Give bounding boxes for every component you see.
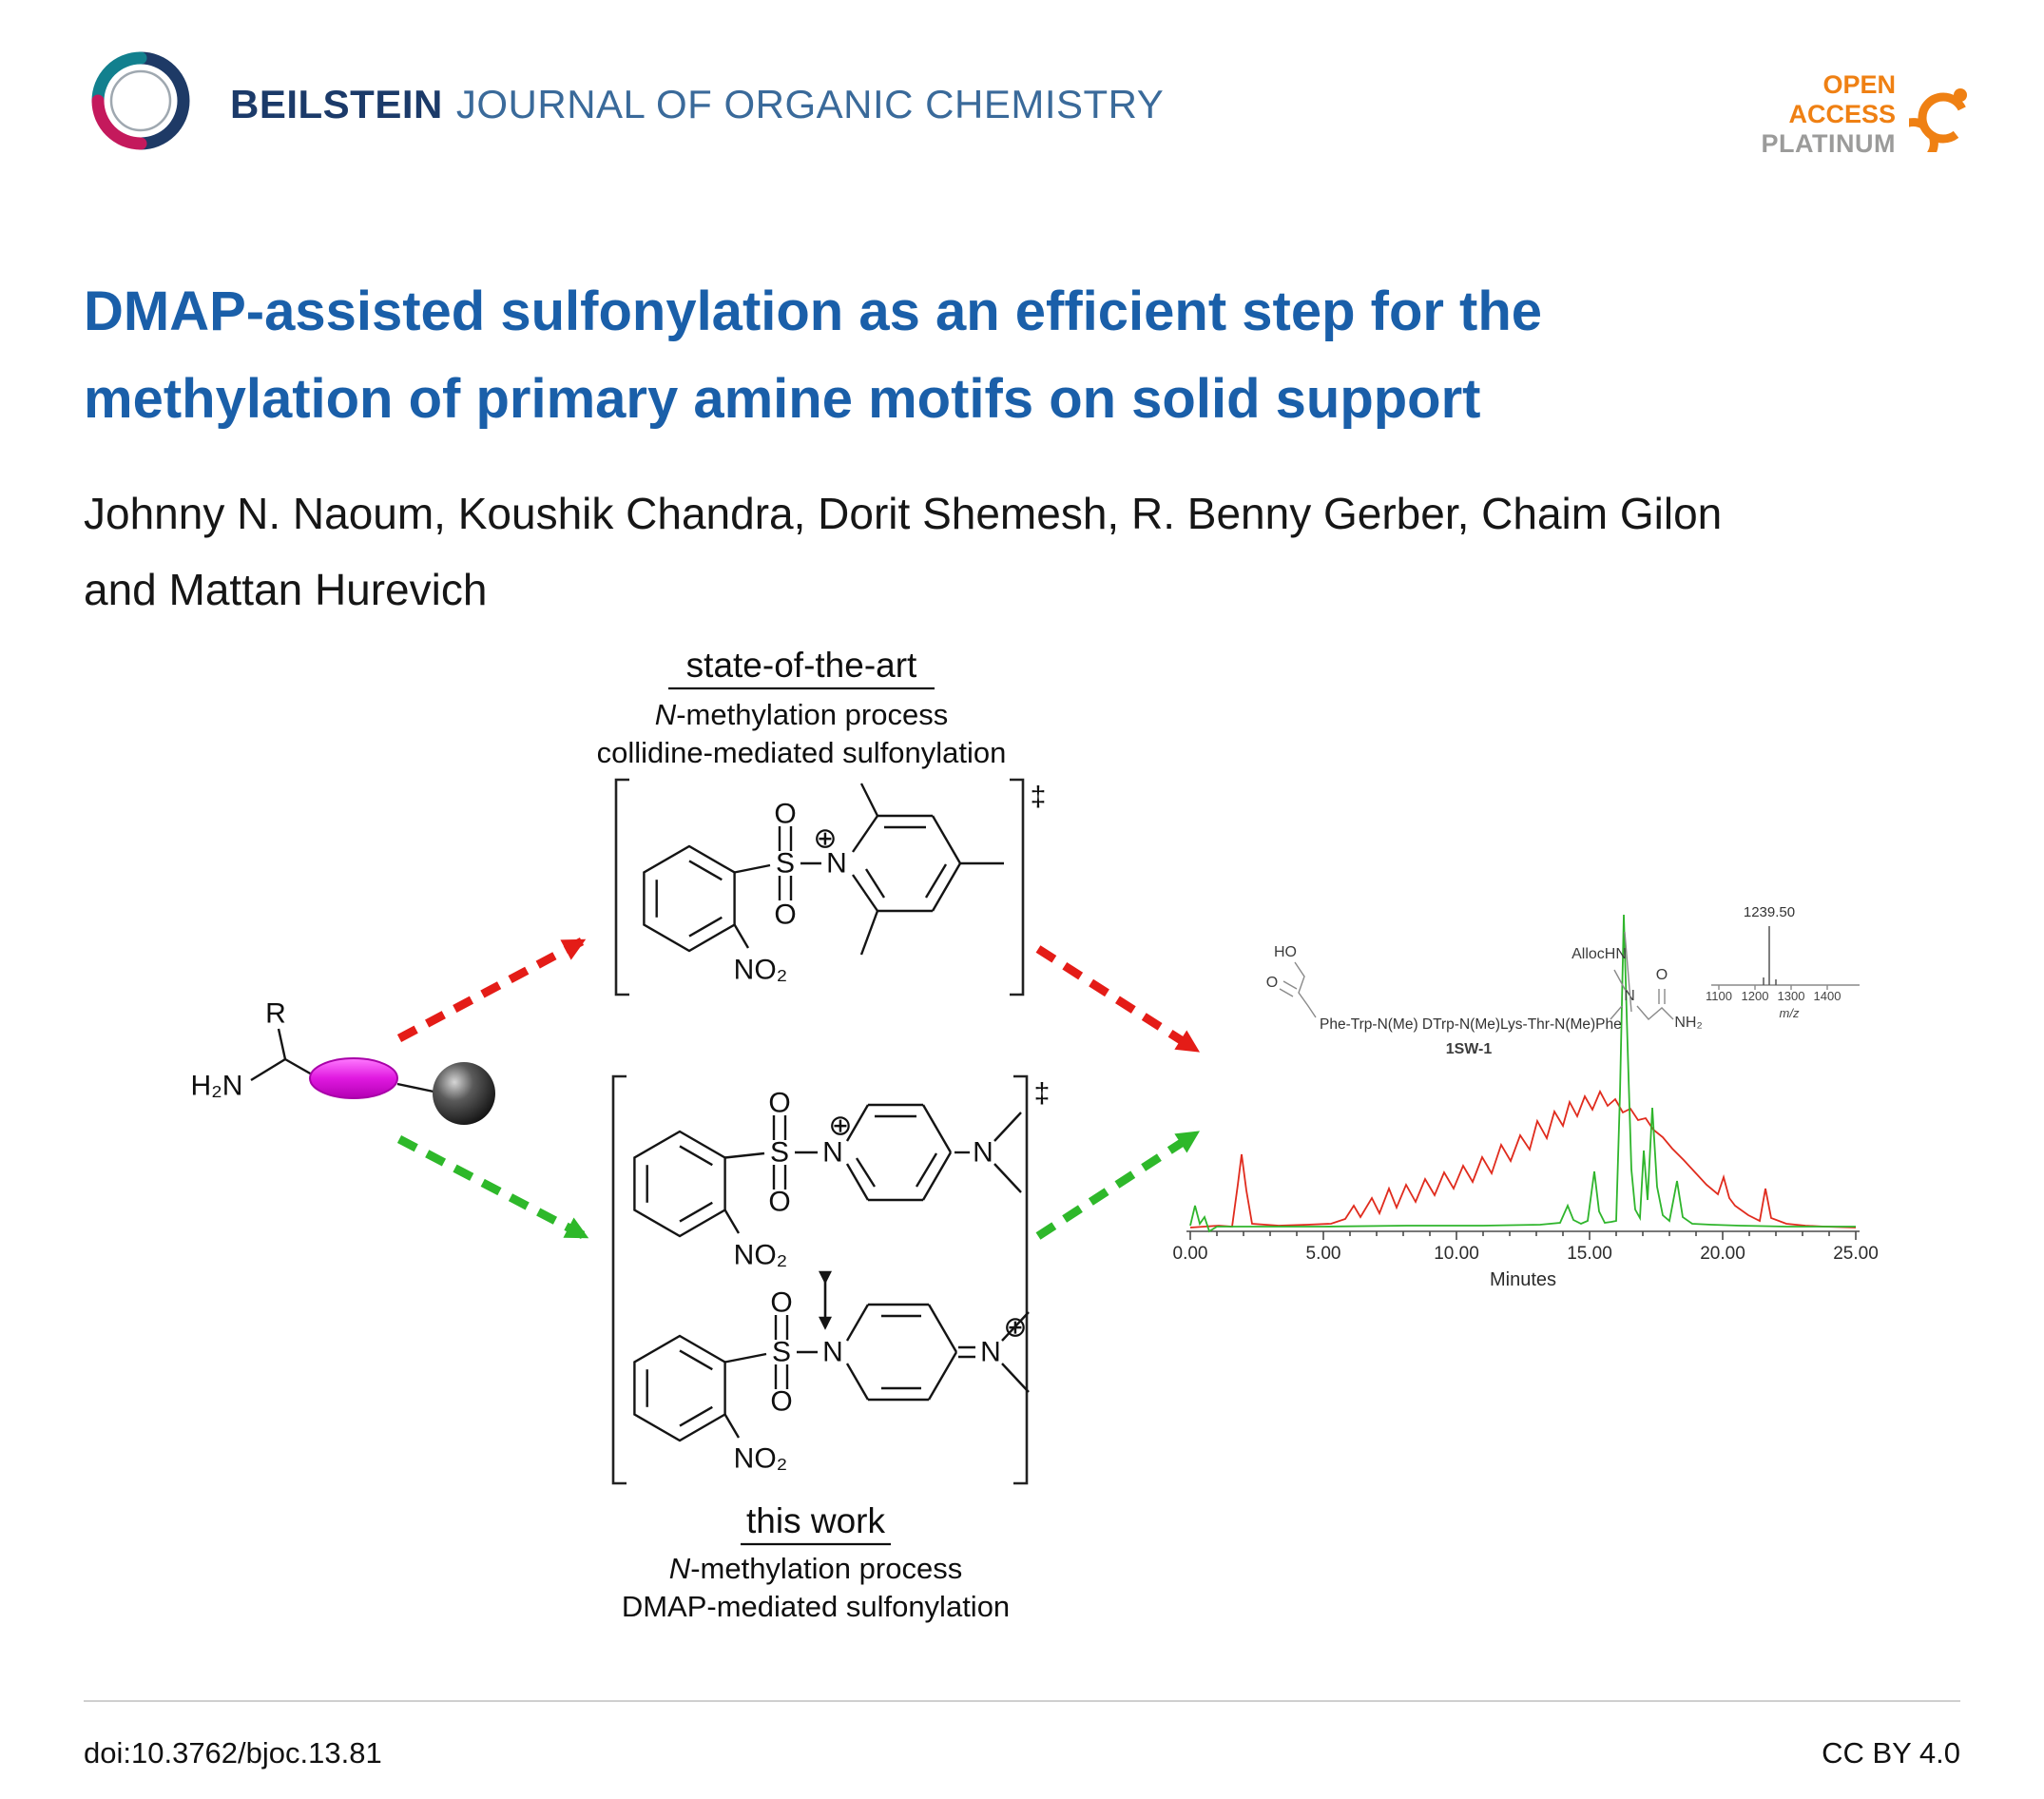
author-list-line2: and Mattan Hurevich (84, 565, 488, 614)
peptide-o-label-1: O (1266, 975, 1278, 991)
this-work-heading-block: this work N-methylation process DMAP-med… (622, 1501, 1010, 1623)
s-atom-b: S (770, 1137, 789, 1169)
o-atom-a2: O (774, 900, 796, 931)
journal-masthead: BEILSTEIN JOURNAL OF ORGANIC CHEMISTRY (230, 82, 1164, 127)
ms-tick-0: 1100 (1706, 989, 1732, 1003)
route-arrows (396, 938, 1201, 1240)
x-tick-2: 10.00 (1434, 1244, 1479, 1264)
x-axis-label: Minutes (1490, 1269, 1556, 1290)
o-atom-b2: O (768, 1187, 790, 1218)
allochn-label: AllocHN (1572, 946, 1627, 962)
green-trace (1189, 914, 1856, 1233)
peptide-structure: HO O Phe-Trp-N(Me) DTrp-N(Me)Lys-Thr-N(M… (1266, 931, 1703, 1057)
no2-c: NO₂ (734, 1443, 788, 1475)
sota-process-label: N-methylation process (655, 698, 948, 731)
article-title-line2: methylation of primary amine motifs on s… (84, 368, 1481, 430)
resin-sphere (433, 1062, 495, 1125)
ms-tick-1: 1200 (1742, 989, 1769, 1003)
open-access-open-label: OPEN (1822, 70, 1896, 99)
ho-label: HO (1274, 944, 1297, 960)
ms-inset: 1239.50 1100 1200 1300 1400 m/z (1706, 904, 1860, 1020)
r-group-label: R (265, 998, 286, 1030)
o-atom-c2: O (770, 1386, 792, 1418)
peptide-o-label-2: O (1656, 967, 1668, 983)
x-tick-1: 5.00 (1306, 1244, 1341, 1264)
s-atom-a: S (776, 848, 795, 880)
n-atom-c: N (822, 1337, 843, 1368)
open-access-badge: OPEN ACCESS PLATINUM (1762, 70, 1977, 159)
arrow-dmap-route-right (1035, 1130, 1201, 1240)
no2-b: NO₂ (734, 1240, 788, 1271)
arrow-dmap-route-left (396, 1135, 589, 1240)
n-atom-a: N (826, 848, 847, 880)
ddagger-b: ‡ (1034, 1078, 1051, 1110)
doi-label: doi:10.3762/bjoc.13.81 (84, 1736, 382, 1770)
x-tick-0: 0.00 (1173, 1244, 1208, 1264)
structure-collidinium: ‡ S O O N ⊕ (614, 778, 1047, 996)
author-list: Johnny N. Naoum, Koushik Chandra, Dorit … (84, 475, 1966, 628)
arrow-collidine-route-right (1035, 945, 1201, 1054)
o-atom-c1: O (770, 1287, 792, 1319)
hplc-chromatogram: 0.00 5.00 10.00 15.00 20.00 25.00 Minute… (1173, 914, 1879, 1290)
plus-a: ⊕ (813, 823, 837, 855)
n-atom-b: N (822, 1137, 843, 1169)
linker-bead (309, 1057, 398, 1099)
state-of-the-art-heading-block: state-of-the-art N-methylation process c… (597, 646, 1007, 769)
open-access-labels: OPEN ACCESS PLATINUM (1762, 70, 1896, 159)
open-access-platinum-label: PLATINUM (1761, 129, 1896, 158)
ms-peak-label: 1239.50 (1744, 904, 1795, 920)
open-access-access-label: ACCESS (1788, 100, 1896, 128)
open-access-lock-icon (1909, 87, 1969, 152)
author-list-line1: Johnny N. Naoum, Koushik Chandra, Dorit … (84, 489, 1723, 538)
article-title-line1: DMAP-assisted sulfonylation as an effici… (84, 280, 1543, 342)
compound-name: 1SW-1 (1446, 1041, 1493, 1057)
n-iminium-c: N (980, 1337, 1001, 1368)
o-atom-a1: O (774, 799, 796, 830)
nh2-label: NH₂ (1674, 1015, 1702, 1031)
sota-method-label: collidine-mediated sulfonylation (597, 736, 1007, 769)
arrow-collidine-route-left (396, 938, 587, 1042)
x-tick-3: 15.00 (1567, 1244, 1612, 1264)
o-atom-b1: O (768, 1088, 790, 1119)
peak-pointer-line (1624, 931, 1632, 1013)
s-atom-c: S (772, 1337, 791, 1368)
license-label: CC BY 4.0 (1822, 1736, 1960, 1770)
footer-divider (84, 1700, 1960, 1702)
state-of-the-art-heading: state-of-the-art (686, 646, 917, 685)
amine-label: H₂N (191, 1071, 243, 1102)
tw-method-label: DMAP-mediated sulfonylation (622, 1590, 1010, 1623)
n-dimethylamino-b: N (973, 1137, 993, 1169)
red-trace (1189, 1089, 1857, 1228)
ddagger-a: ‡ (1031, 782, 1047, 813)
tw-process-label: N-methylation process (669, 1552, 962, 1585)
this-work-heading: this work (746, 1501, 885, 1540)
ms-tick-2: 1300 (1778, 989, 1805, 1003)
beilstein-logo-icon (91, 51, 190, 150)
journal-name: JOURNAL OF ORGANIC CHEMISTRY (455, 82, 1165, 126)
ms-peak (1763, 926, 1777, 985)
ms-tick-3: 1400 (1814, 989, 1842, 1003)
structure-dmap-adduct: ‡ S O O N ⊕ N (611, 1074, 1051, 1485)
ms-x-axis-label: m/z (1780, 1006, 1800, 1020)
x-tick-5: 25.00 (1833, 1244, 1879, 1264)
reactant-amine: R H₂N (191, 998, 495, 1125)
brand-name: BEILSTEIN (230, 82, 443, 126)
article-title: DMAP-assisted sulfonylation as an effici… (84, 268, 1966, 443)
no2-a: NO₂ (734, 955, 788, 986)
x-tick-4: 20.00 (1700, 1244, 1745, 1264)
plus-b: ⊕ (828, 1111, 852, 1142)
peptide-sequence: Phe-Trp-N(Me) DTrp-N(Me)Lys-Thr-N(Me)Phe (1320, 1016, 1622, 1033)
